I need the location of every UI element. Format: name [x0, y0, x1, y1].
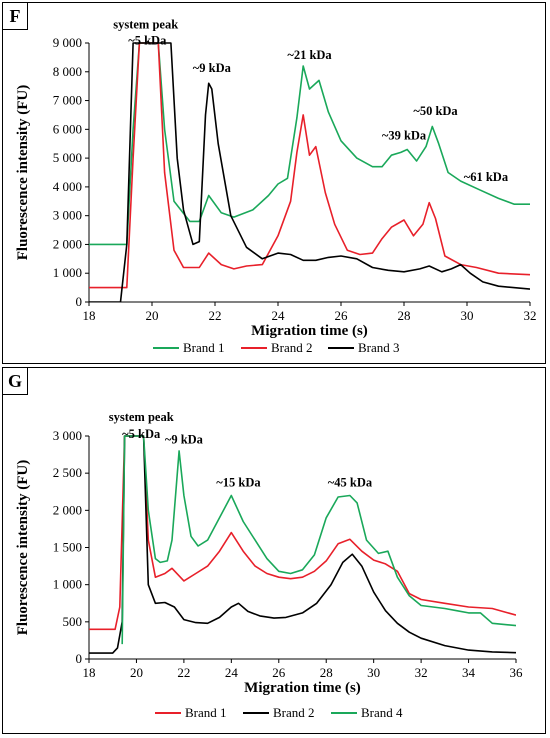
panel-f: F 0 1 000 2 000 3 000 4 000 5 000 6 000 7 000 8 …: [2, 2, 546, 364]
y-axis-label: Fluorescence intensity (FU): [15, 85, 31, 261]
x-axis-label: Migration time (s): [244, 680, 361, 696]
series-line-brand-2: [89, 435, 516, 654]
legend-label: Brand 1: [185, 705, 227, 720]
x-tick-label: 22: [177, 665, 190, 680]
x-tick-label: 28: [320, 665, 333, 680]
annotation-label: system peak: [113, 18, 178, 32]
x-tick-label: 28: [398, 308, 411, 323]
y-tick-label: 3 000: [53, 428, 82, 443]
annotation-label: ~50 kDa: [413, 104, 458, 118]
annotation-label: ~9 kDa: [165, 432, 204, 446]
y-tick-label: 2 000: [53, 236, 82, 251]
y-tick-label: 1 500: [53, 540, 82, 555]
series-line-brand-3: [89, 42, 530, 302]
annotation-label: ~5 kDa: [122, 427, 161, 441]
y-tick-label: 1 000: [53, 577, 82, 592]
x-tick-label: 20: [130, 665, 143, 680]
y-axis-label: Fluorescence intensity (FU): [15, 460, 31, 636]
legend-label: Brand 4: [361, 705, 403, 720]
y-tick-label: 0: [76, 294, 83, 309]
y-tick-label: 0: [76, 651, 83, 666]
legend-label: Brand 2: [273, 705, 315, 720]
annotation-label: ~15 kDa: [216, 476, 261, 490]
legend-label: Brand 1: [183, 340, 225, 355]
annotation-label: ~61 kDa: [464, 170, 509, 184]
panel-g: G 0 500 1 000 1 500 2 000 2 500 3 000 18 20 22 24 2…: [2, 367, 546, 734]
y-tick-label: 8 000: [53, 64, 82, 79]
x-tick-label: 32: [524, 308, 537, 323]
series-line-brand-2: [89, 42, 530, 289]
y-tick-label: 1 000: [53, 265, 82, 280]
series-line-brand-4: [121, 435, 516, 645]
annotation-label: ~45 kDa: [328, 476, 373, 490]
annotation-label: ~9 kDa: [193, 61, 232, 75]
y-tick-label: 2 000: [53, 502, 82, 517]
annotation-label: ~21 kDa: [287, 48, 332, 62]
x-tick-label: 26: [335, 308, 349, 323]
y-tick-label: 4 000: [53, 179, 82, 194]
panel-letter: G: [3, 368, 28, 395]
x-tick-label: 36: [510, 665, 524, 680]
chart-g: 0 500 1 000 1 500 2 000 2 500 3 000 18 20 22 24 26 2…: [15, 410, 524, 720]
y-tick-label: 6 000: [53, 121, 82, 136]
y-tick-label: 5 000: [53, 150, 82, 165]
series-group: [89, 42, 530, 302]
legend-label: Brand 3: [358, 340, 400, 355]
annotation-label: ~39 kDa: [382, 128, 427, 142]
x-tick-label: 32: [415, 665, 428, 680]
x-tick-label: 26: [272, 665, 286, 680]
y-tick-label: 7 000: [53, 93, 82, 108]
y-tick-label: 2 500: [53, 465, 82, 480]
x-axis-label: Migration time (s): [251, 323, 368, 339]
series-group: [89, 435, 516, 654]
y-tick-label: 9 000: [53, 35, 82, 50]
annotation-label: ~5 kDa: [128, 33, 167, 47]
x-tick-label: 22: [209, 308, 222, 323]
x-tick-label: 30: [367, 665, 380, 680]
x-tick-label: 34: [462, 665, 476, 680]
series-line-brand-1: [89, 42, 530, 246]
legend-label: Brand 2: [271, 340, 313, 355]
x-tick-label: 24: [272, 308, 286, 323]
series-line-brand-1: [89, 435, 516, 631]
x-tick-label: 30: [461, 308, 474, 323]
x-tick-label: 18: [83, 665, 96, 680]
y-tick-label: 3 000: [53, 208, 82, 223]
annotation-label: system peak: [109, 410, 174, 424]
panel-letter: F: [3, 3, 28, 30]
x-tick-label: 24: [225, 665, 239, 680]
x-tick-label: 20: [146, 308, 159, 323]
chart-f: 0 1 000 2 000 3 000 4 000 5 000 6 000 7 000 8 00…: [15, 18, 537, 355]
y-tick-label: 500: [63, 614, 83, 629]
x-tick-label: 18: [83, 308, 96, 323]
